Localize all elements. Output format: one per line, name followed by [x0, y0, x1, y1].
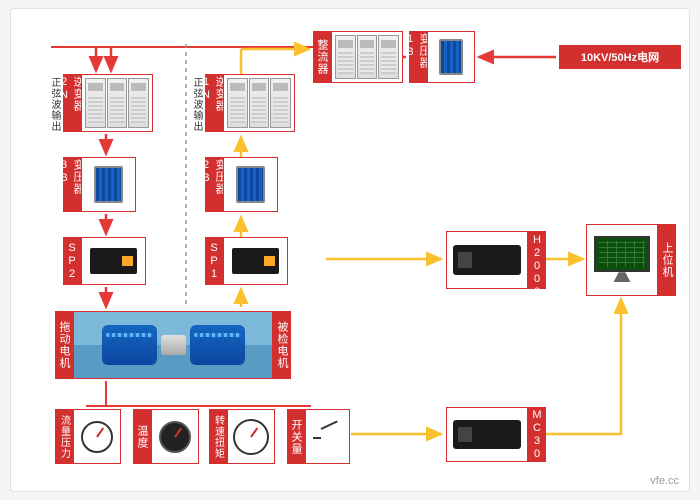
transformer-1b-label: 变压器1B [409, 31, 427, 83]
switch-qty-label: 开关量 [287, 409, 305, 464]
sp2-label: SP2 [63, 237, 81, 285]
dh2000-label: DH2000 [528, 231, 546, 289]
temperature-label: 温度 [133, 409, 151, 464]
diagram-canvas: 10KV/50Hz电网 整流器 变压器1B 正弦波输出 逆变器2N 变压器3B … [10, 8, 690, 492]
transformer-3b-label: 变压器3B [63, 157, 81, 212]
host-pc-label: 上位机 [658, 224, 676, 296]
sp1-label: SP1 [205, 237, 223, 285]
motor-bench-box [73, 311, 273, 379]
flow-pressure-label: 流量压力 [55, 409, 73, 464]
speed-torque-gauge [227, 409, 275, 464]
grid-source-label: 10KV/50Hz电网 [559, 45, 681, 69]
speed-torque-label: 转速扭矩 [209, 409, 227, 464]
dmc300-box [446, 407, 528, 462]
dmc300-label: DMC300 [528, 407, 546, 462]
host-pc-box [586, 224, 658, 296]
switch-qty-box [305, 409, 350, 464]
sp2-box [81, 237, 146, 285]
transformer-1b-box [427, 31, 475, 83]
drive-motor-label: 拖动电机 [55, 311, 73, 379]
watermark: vfe.cc [650, 475, 679, 487]
rectifier-box [331, 31, 403, 83]
transformer-2b-box [223, 157, 278, 212]
inverter-1n-label: 逆变器1N [205, 74, 223, 132]
inverter-2n-label: 逆变器2N [63, 74, 81, 132]
inverter-1n-box [223, 74, 295, 132]
transformer-3b-box [81, 157, 136, 212]
transformer-2b-label: 变压器2B [205, 157, 223, 212]
inverter-2n-box [81, 74, 153, 132]
flow-pressure-gauge [73, 409, 121, 464]
tested-motor-label: 被检电机 [273, 311, 291, 379]
rectifier-label: 整流器 [313, 31, 331, 83]
temperature-gauge [151, 409, 199, 464]
sp1-box [223, 237, 288, 285]
dh2000-box [446, 231, 528, 289]
